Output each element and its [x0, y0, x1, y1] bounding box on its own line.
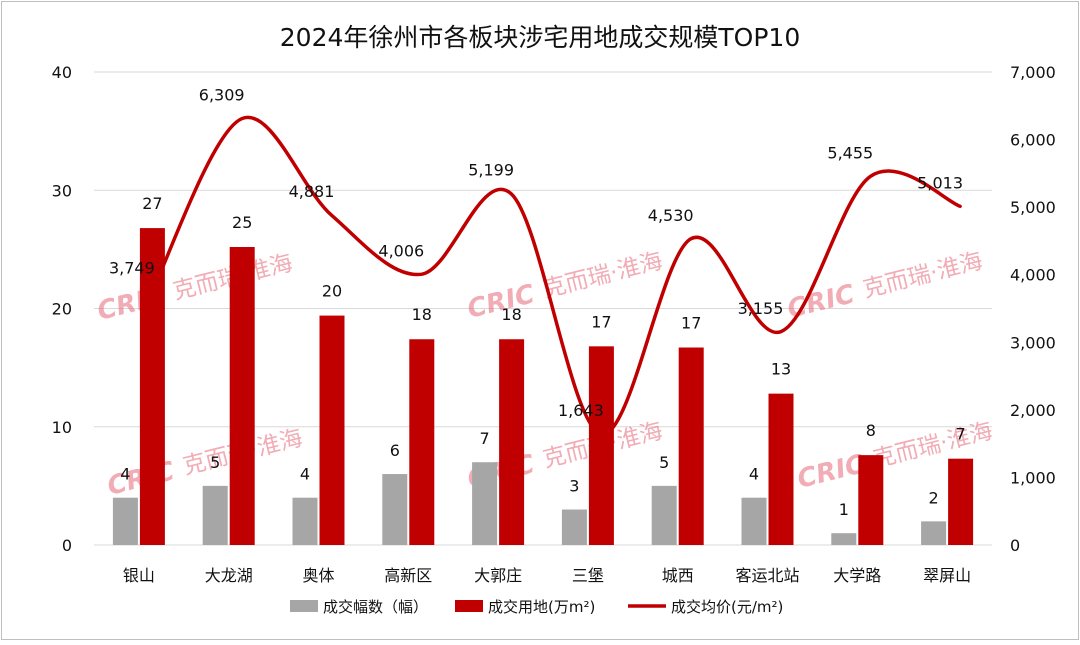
x-category-label: 大郭庄 [474, 566, 522, 585]
data-label-area: 18 [412, 305, 432, 324]
y-right-tick-label: 5,000 [1010, 198, 1056, 217]
data-label-price: 3,155 [738, 299, 784, 318]
data-label-area: 20 [322, 282, 342, 301]
data-label-count: 1 [839, 500, 849, 519]
x-category-label: 翠屏山 [923, 566, 971, 585]
legend-item-price-label: 成交均价(元/m²) [671, 598, 783, 616]
data-label-area: 8 [866, 421, 876, 440]
data-label-area: 13 [771, 360, 791, 379]
data-label-count: 4 [300, 465, 310, 484]
bar-count [203, 486, 228, 545]
bar-area [858, 455, 883, 545]
data-label-count: 3 [569, 477, 579, 496]
bar-count [921, 521, 946, 545]
y-right-tick-label: 2,000 [1010, 401, 1056, 420]
data-label-price: 4,530 [648, 206, 694, 225]
data-label-count: 6 [390, 441, 400, 460]
data-label-count: 7 [480, 429, 490, 448]
data-label-area: 18 [501, 305, 521, 324]
data-label-area: 7 [956, 425, 966, 444]
legend-item-area-label: 成交用地(万m²) [488, 598, 595, 616]
bar-count [742, 498, 767, 545]
y-left-tick-label: 10 [52, 418, 72, 437]
y-left-tick-label: 30 [52, 181, 72, 200]
bar-area [679, 348, 704, 545]
data-label-area: 17 [591, 312, 611, 331]
data-label-count: 4 [120, 465, 130, 484]
data-label-count: 5 [659, 453, 669, 472]
legend-item-count-swatch [290, 600, 318, 612]
data-label-area: 27 [142, 194, 162, 213]
y-left-tick-label: 20 [52, 300, 72, 319]
data-label-price: 4,006 [378, 241, 424, 260]
y-right-tick-label: 4,000 [1010, 266, 1056, 285]
data-label-area: 17 [681, 314, 701, 333]
data-label-price: 5,199 [468, 161, 514, 180]
y-right-tick-label: 3,000 [1010, 333, 1056, 352]
x-category-label: 银山 [123, 566, 155, 585]
bar-area [948, 459, 973, 545]
data-label-count: 5 [210, 453, 220, 472]
legend-item-count-label: 成交幅数（幅） [323, 598, 428, 616]
x-category-label: 三堡 [572, 566, 604, 585]
x-category-label: 大龙湖 [205, 566, 253, 585]
data-label-count: 2 [929, 488, 939, 507]
y-left-tick-label: 40 [52, 63, 72, 82]
legend: 成交幅数（幅） 成交用地(万m²) 成交均价(元/m²) [290, 598, 783, 616]
data-label-area: 25 [232, 213, 252, 232]
y-left-tick-label: 0 [62, 536, 72, 555]
data-label-price: 5,455 [827, 143, 873, 162]
data-label-price: 1,643 [558, 401, 604, 420]
y-right-tick-label: 0 [1010, 536, 1020, 555]
data-label-price: 6,309 [199, 86, 245, 105]
bar-area [409, 339, 434, 545]
x-category-label: 奥体 [302, 566, 334, 585]
bar-area [769, 394, 794, 545]
bar-area [499, 339, 524, 545]
bar-count [382, 474, 407, 545]
bar-count [831, 533, 856, 545]
data-label-price: 5,013 [917, 173, 963, 192]
bar-area [589, 346, 614, 545]
x-category-label: 客运北站 [735, 566, 799, 585]
bar-count [472, 462, 497, 545]
x-category-label: 大学路 [833, 566, 881, 585]
y-right-tick-label: 1,000 [1010, 468, 1056, 487]
bar-count [562, 510, 587, 545]
data-label-price: 4,881 [289, 182, 335, 201]
bar-count [652, 486, 677, 545]
data-label-count: 4 [749, 465, 759, 484]
bar-area [230, 247, 255, 545]
chart-title: 2024年徐州市各板块涉宅用地成交规模TOP10 [280, 23, 800, 52]
x-category-label: 高新区 [384, 566, 432, 585]
bar-count [293, 498, 318, 545]
y-right-tick-label: 7,000 [1010, 63, 1056, 82]
bar-count [113, 498, 138, 545]
legend-item-area-swatch [455, 600, 483, 612]
y-right-tick-label: 6,000 [1010, 131, 1056, 150]
bar-area [320, 316, 345, 545]
data-label-price: 3,749 [109, 259, 155, 278]
x-category-label: 城西 [662, 566, 694, 585]
